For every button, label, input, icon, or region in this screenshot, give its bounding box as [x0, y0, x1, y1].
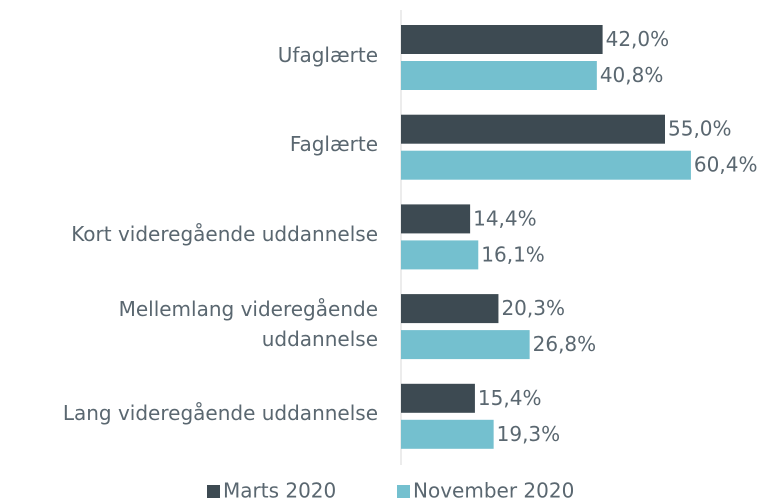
value-label: 42,0%	[606, 27, 670, 51]
value-label: 20,3%	[501, 296, 565, 320]
category-label: Mellemlang videregående uddannelse	[118, 296, 378, 351]
bar	[401, 294, 499, 324]
bar	[401, 114, 665, 144]
category-label: Kort videregående uddannelse	[71, 221, 378, 246]
bar	[401, 419, 494, 449]
category-label: Ufaglærte	[277, 42, 378, 67]
value-label: 19,3%	[497, 422, 561, 446]
value-label: 55,0%	[668, 117, 732, 141]
value-label: 14,4%	[473, 206, 537, 230]
value-label: 16,1%	[481, 242, 545, 266]
category-label: Faglærte	[289, 132, 378, 157]
legend-swatch	[397, 485, 410, 498]
bar	[401, 25, 603, 54]
category-label: Lang videregående uddannelse	[62, 401, 378, 426]
bar	[401, 330, 530, 360]
bar	[401, 61, 597, 90]
bar	[401, 150, 691, 180]
value-label: 60,4%	[694, 153, 758, 177]
legend-label: Marts 2020	[223, 479, 336, 502]
value-label: 26,8%	[533, 332, 597, 356]
legend-swatch	[207, 485, 220, 498]
bar	[401, 240, 479, 270]
legend-label: November 2020	[413, 479, 574, 502]
value-label: 15,4%	[478, 386, 542, 410]
bar	[401, 383, 475, 413]
value-label: 40,8%	[600, 63, 664, 87]
bar	[401, 204, 471, 234]
